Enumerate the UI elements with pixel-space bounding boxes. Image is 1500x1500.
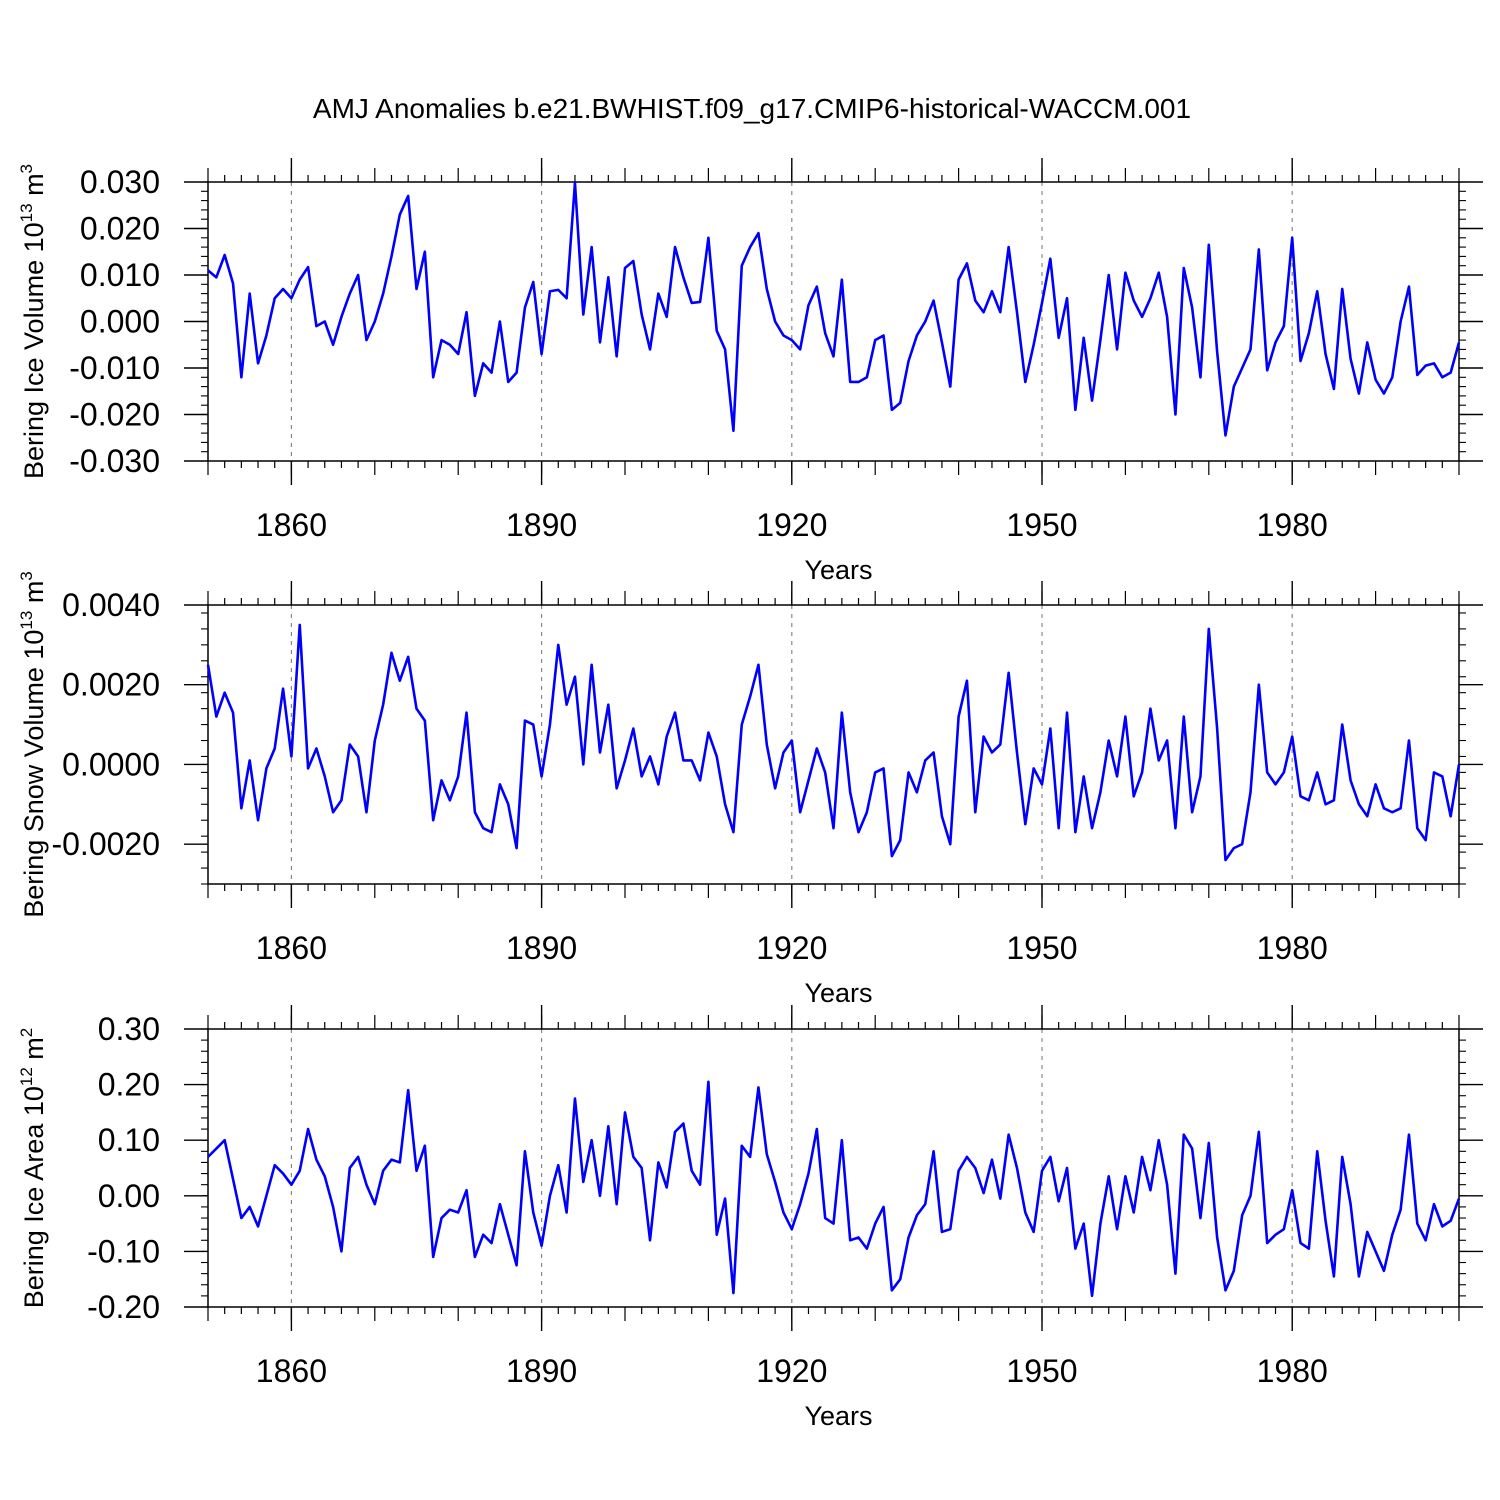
y-tick-label: -0.10 (87, 1233, 160, 1269)
x-tick-label: 1950 (1006, 1353, 1077, 1389)
y-tick-label: -0.030 (69, 443, 160, 479)
plot-frame (207, 1028, 1460, 1308)
y-tick-label: 0.0040 (62, 587, 160, 623)
x-tick-label: 1950 (1006, 930, 1077, 966)
x-axis-label: Years (804, 978, 872, 1008)
series-line (207, 181, 1461, 437)
x-tick-label: 1980 (1257, 930, 1328, 966)
y-tick-label: 0.030 (80, 164, 160, 200)
plot-frame (207, 181, 1460, 462)
x-tick-label: 1890 (506, 1353, 577, 1389)
y-tick-label: 0.0020 (62, 667, 160, 703)
panel-ice-volume: 1860 1890 1920 1950 1980 -0.030 -0.020 -0.010 0.… (17, 158, 1483, 585)
y-tick-label: 0.000 (80, 304, 160, 340)
series-line (206, 623, 1461, 862)
x-axis-label: Years (804, 555, 872, 585)
x-tick-label: 1920 (756, 1353, 827, 1389)
x-tick-label: 1920 (756, 930, 827, 966)
panel-snow-volume: 1860 1890 1920 1950 1980 -0.0020 0.0000 0.0020 0… (17, 571, 1483, 1008)
y-axis-label: Bering Ice Area 1012 m2 (17, 1028, 49, 1309)
x-tick-label: 1860 (256, 1353, 327, 1389)
y-tick-label: 0.0000 (62, 746, 160, 782)
plot-frame (207, 604, 1460, 885)
y-tick-label: 0.010 (80, 257, 160, 293)
y-tick-label: 0.10 (98, 1122, 160, 1158)
x-tick-label: 1980 (1257, 1353, 1328, 1389)
x-tick-label: 1890 (506, 507, 577, 543)
y-axis-label: Bering Snow Volume 1013 m3 (17, 571, 49, 918)
x-tick-label: 1890 (506, 930, 577, 966)
y-tick-label: -0.20 (87, 1289, 160, 1325)
series-line (207, 1080, 1461, 1298)
y-tick-label: 0.020 (80, 211, 160, 247)
y-tick-label: 0.00 (98, 1178, 160, 1214)
x-tick-label: 1920 (756, 507, 827, 543)
y-axis-label: Bering Ice Volume 1013 m3 (17, 164, 49, 479)
y-tick-label: -0.010 (69, 350, 160, 386)
y-tick-label: 0.20 (98, 1067, 160, 1103)
figure-title: AMJ Anomalies b.e21.BWHIST.f09_g17.CMIP6… (313, 93, 1191, 124)
x-tick-label: 1980 (1257, 507, 1328, 543)
y-tick-label: -0.0020 (51, 826, 160, 862)
x-axis-label: Years (804, 1401, 872, 1431)
panel-ice-area: 1860 1890 1920 1950 1980 -0.20 -0.10 0.00 0.10 0.… (17, 1005, 1483, 1431)
x-tick-label: 1950 (1006, 507, 1077, 543)
x-tick-label: 1860 (256, 930, 327, 966)
x-tick-label: 1860 (256, 507, 327, 543)
y-tick-label: 0.30 (98, 1011, 160, 1047)
y-tick-label: -0.020 (69, 397, 160, 433)
